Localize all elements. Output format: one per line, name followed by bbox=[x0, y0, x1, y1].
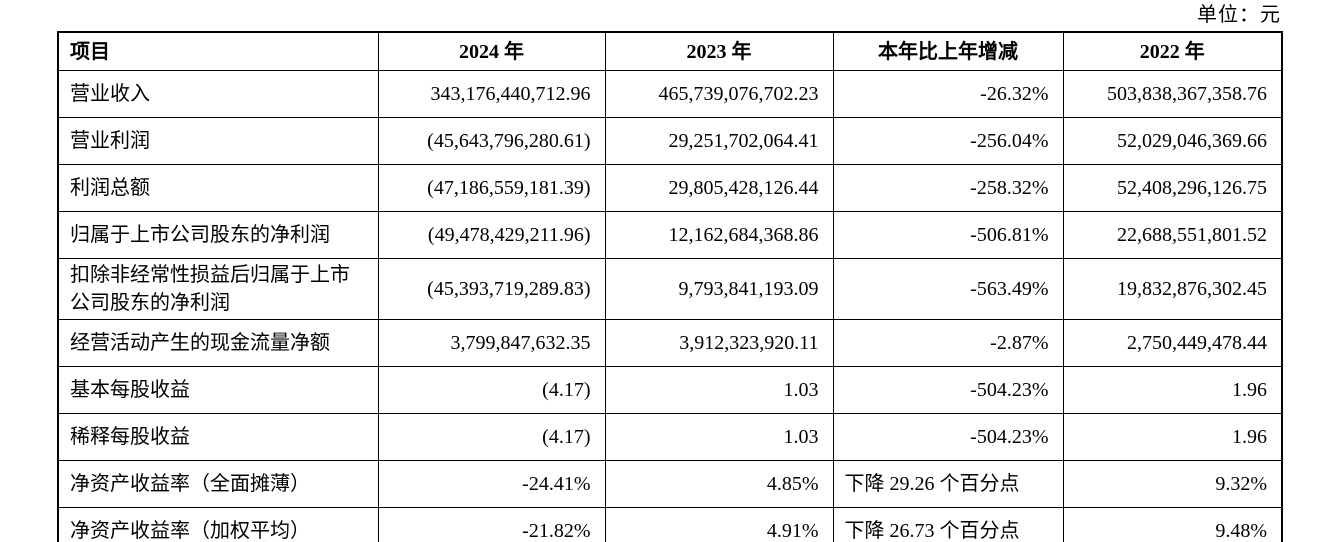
value-2023: 3,912,323,920.11 bbox=[604, 319, 834, 367]
table-row: 归属于上市公司股东的净利润 (49,478,429,211.96) 12,162,6… bbox=[57, 211, 1283, 259]
value-change: -26.32% bbox=[832, 70, 1064, 118]
value-change: 下降 29.26 个百分点 bbox=[832, 460, 1064, 508]
value-2022: 503,838,367,358.76 bbox=[1062, 70, 1283, 118]
value-2023: 4.85% bbox=[604, 460, 834, 508]
value-2022: 19,832,876,302.45 bbox=[1062, 258, 1283, 320]
row-label: 经营活动产生的现金流量净额 bbox=[57, 319, 379, 367]
table-row: 经营活动产生的现金流量净额 3,799,847,632.35 3,912,323,9… bbox=[57, 319, 1283, 367]
value-2022: 9.48% bbox=[1062, 507, 1283, 542]
table-row: 稀释每股收益 (4.17) 1.03 -504.23% 1.96 bbox=[57, 413, 1283, 461]
value-change: -504.23% bbox=[832, 366, 1064, 414]
value-2022: 2,750,449,478.44 bbox=[1062, 319, 1283, 367]
header-item: 项目 bbox=[57, 31, 379, 71]
value-2022: 22,688,551,801.52 bbox=[1062, 211, 1283, 259]
row-label: 基本每股收益 bbox=[57, 366, 379, 414]
value-2023: 1.03 bbox=[604, 413, 834, 461]
row-label: 净资产收益率（全面摊薄） bbox=[57, 460, 379, 508]
header-yoy-change: 本年比上年增减 bbox=[832, 31, 1064, 71]
header-year-2022: 2022 年 bbox=[1062, 31, 1283, 71]
value-change: -256.04% bbox=[832, 117, 1064, 165]
value-2023: 29,251,702,064.41 bbox=[604, 117, 834, 165]
table-row: 净资产收益率（全面摊薄） -24.41% 4.85% 下降 29.26 个百分点 9.3… bbox=[57, 460, 1283, 508]
value-2024: -24.41% bbox=[377, 460, 606, 508]
value-change: -506.81% bbox=[832, 211, 1064, 259]
row-label: 扣除非经常性损益后归属于上市公司股东的净利润 bbox=[57, 258, 379, 320]
value-change: -563.49% bbox=[832, 258, 1064, 320]
financial-summary-table: 项目 2024 年 2023 年 本年比上年增减 2022 年 营业收入 343,… bbox=[57, 31, 1283, 542]
value-2024: (4.17) bbox=[377, 413, 606, 461]
table-row: 基本每股收益 (4.17) 1.03 -504.23% 1.96 bbox=[57, 366, 1283, 414]
value-change: -504.23% bbox=[832, 413, 1064, 461]
value-2024: (45,393,719,289.83) bbox=[377, 258, 606, 320]
value-2023: 29,805,428,126.44 bbox=[604, 164, 834, 212]
row-label: 稀释每股收益 bbox=[57, 413, 379, 461]
value-2024: 343,176,440,712.96 bbox=[377, 70, 606, 118]
row-label: 营业收入 bbox=[57, 70, 379, 118]
table-body: 营业收入 343,176,440,712.96 465,739,076,702.23… bbox=[57, 70, 1283, 542]
unit-label: 单位：元 bbox=[1197, 4, 1281, 26]
value-2024: -21.82% bbox=[377, 507, 606, 542]
value-2024: (47,186,559,181.39) bbox=[377, 164, 606, 212]
table-row: 扣除非经常性损益后归属于上市公司股东的净利润 (45,393,719,289.83… bbox=[57, 258, 1283, 320]
value-change: 下降 26.73 个百分点 bbox=[832, 507, 1064, 542]
value-change: -258.32% bbox=[832, 164, 1064, 212]
value-2024: 3,799,847,632.35 bbox=[377, 319, 606, 367]
value-2023: 465,739,076,702.23 bbox=[604, 70, 834, 118]
row-label: 利润总额 bbox=[57, 164, 379, 212]
row-label: 营业利润 bbox=[57, 117, 379, 165]
row-label: 净资产收益率（加权平均） bbox=[57, 507, 379, 542]
value-2023: 12,162,684,368.86 bbox=[604, 211, 834, 259]
value-2023: 9,793,841,193.09 bbox=[604, 258, 834, 320]
value-2023: 4.91% bbox=[604, 507, 834, 542]
value-2024: (49,478,429,211.96) bbox=[377, 211, 606, 259]
value-2022: 9.32% bbox=[1062, 460, 1283, 508]
header-year-2024: 2024 年 bbox=[377, 31, 606, 71]
row-label: 归属于上市公司股东的净利润 bbox=[57, 211, 379, 259]
value-change: -2.87% bbox=[832, 319, 1064, 367]
header-row: 项目 2024 年 2023 年 本年比上年增减 2022 年 bbox=[57, 31, 1283, 71]
table-row: 利润总额 (47,186,559,181.39) 29,805,428,126.44… bbox=[57, 164, 1283, 212]
value-2022: 1.96 bbox=[1062, 366, 1283, 414]
table-row: 净资产收益率（加权平均） -21.82% 4.91% 下降 26.73 个百分点 9.4… bbox=[57, 507, 1283, 542]
value-2022: 52,029,046,369.66 bbox=[1062, 117, 1283, 165]
value-2022: 52,408,296,126.75 bbox=[1062, 164, 1283, 212]
table-row: 营业利润 (45,643,796,280.61) 29,251,702,064.41… bbox=[57, 117, 1283, 165]
header-year-2023: 2023 年 bbox=[604, 31, 834, 71]
value-2023: 1.03 bbox=[604, 366, 834, 414]
table-row: 营业收入 343,176,440,712.96 465,739,076,702.23… bbox=[57, 70, 1283, 118]
value-2022: 1.96 bbox=[1062, 413, 1283, 461]
value-2024: (4.17) bbox=[377, 366, 606, 414]
value-2024: (45,643,796,280.61) bbox=[377, 117, 606, 165]
